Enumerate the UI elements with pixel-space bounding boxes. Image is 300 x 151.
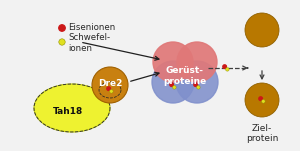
Circle shape (59, 39, 65, 45)
Circle shape (172, 86, 176, 89)
Circle shape (153, 42, 193, 82)
Circle shape (196, 86, 200, 89)
Circle shape (152, 61, 194, 103)
Circle shape (170, 83, 173, 87)
Text: Tah18: Tah18 (53, 108, 83, 117)
Ellipse shape (34, 84, 110, 132)
Circle shape (177, 42, 217, 82)
Text: Dre2: Dre2 (98, 79, 122, 87)
Circle shape (176, 61, 218, 103)
Circle shape (107, 87, 110, 90)
Circle shape (262, 100, 265, 103)
Circle shape (92, 67, 128, 103)
Circle shape (59, 25, 65, 31)
Circle shape (110, 90, 113, 93)
Circle shape (226, 67, 229, 71)
Text: Eisenionen: Eisenionen (68, 24, 115, 32)
Circle shape (194, 83, 197, 87)
Text: Schwefel-
ionen: Schwefel- ionen (68, 33, 110, 53)
Circle shape (223, 65, 226, 68)
Circle shape (259, 97, 262, 100)
Circle shape (245, 13, 279, 47)
Text: Ziel-
protein: Ziel- protein (246, 124, 278, 143)
Circle shape (245, 83, 279, 117)
Text: Gerüst-
proteine: Gerüst- proteine (164, 66, 207, 86)
